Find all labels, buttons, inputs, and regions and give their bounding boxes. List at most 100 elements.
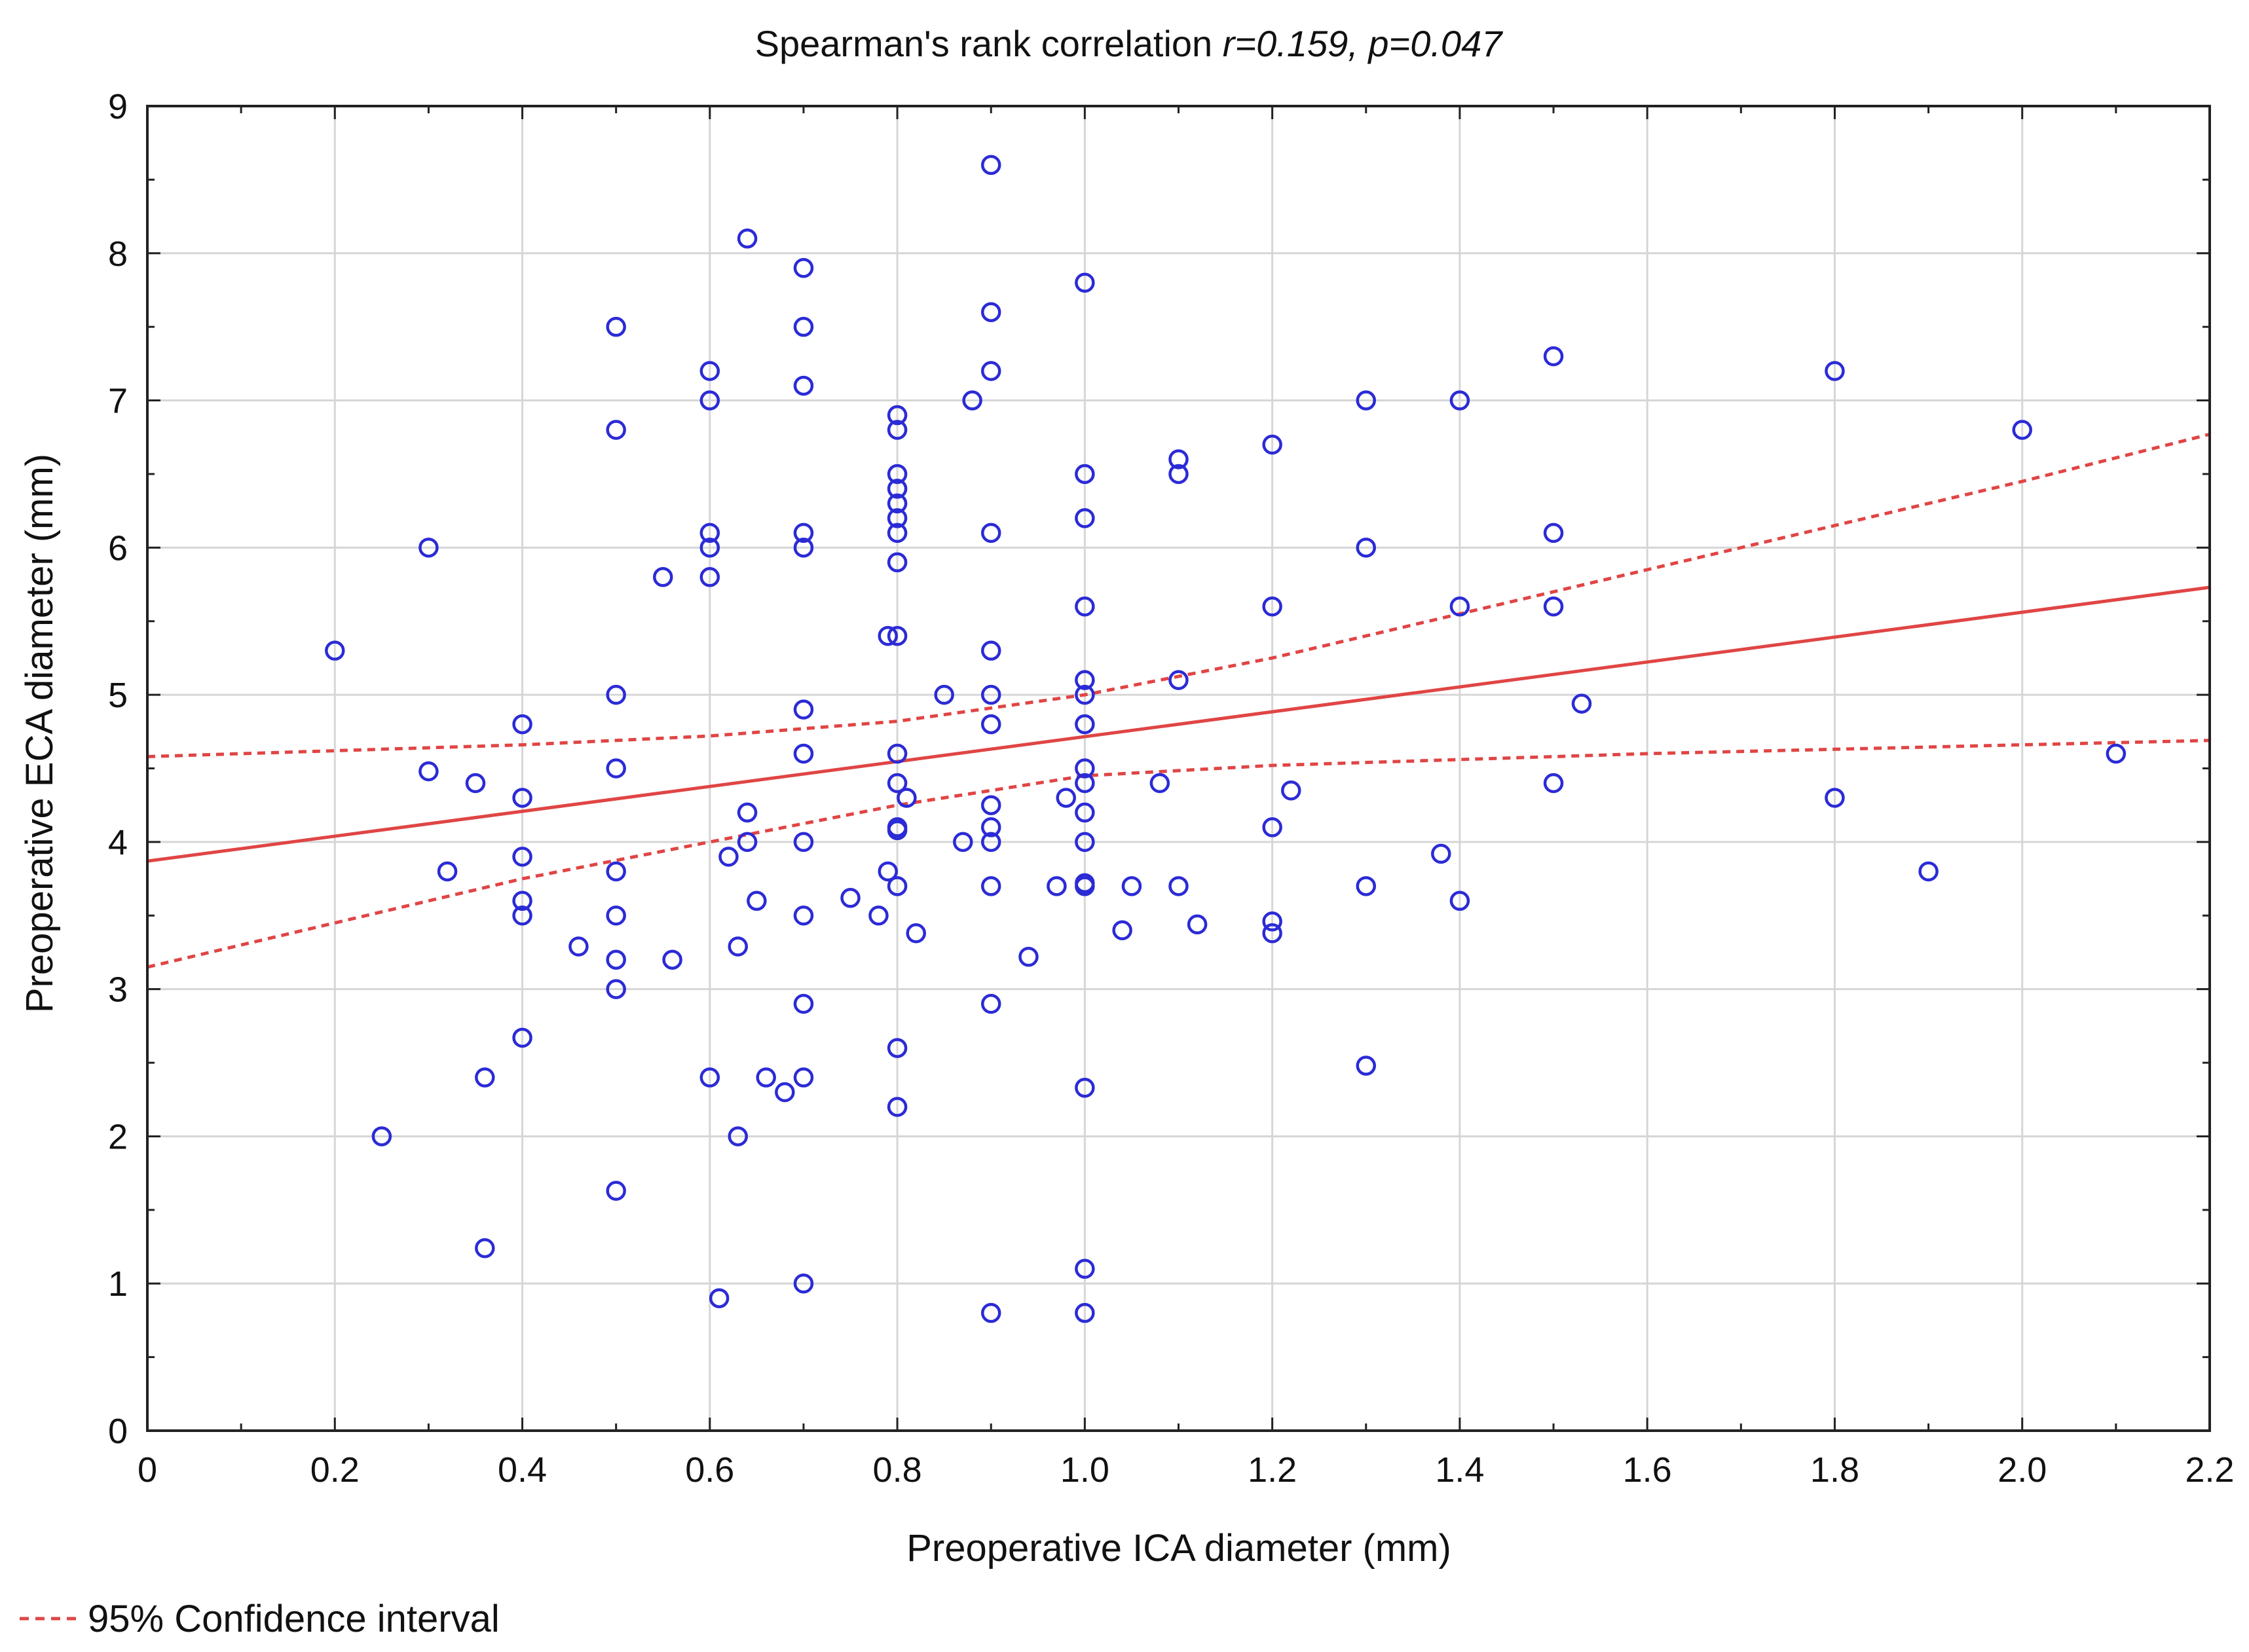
data-point [1356, 876, 1377, 896]
data-point [475, 1238, 495, 1258]
data-point [747, 890, 767, 911]
data-point [793, 699, 814, 720]
data-point [1825, 361, 1845, 381]
data-point [1075, 1078, 1095, 1098]
data-point [887, 1038, 908, 1058]
y-tick-label: 2 [108, 1117, 128, 1156]
data-point [1543, 773, 1564, 794]
data-point [1825, 788, 1845, 808]
data-point [1168, 449, 1189, 469]
y-tick-label: 7 [108, 382, 128, 421]
data-point [728, 936, 749, 957]
axis-ticks [146, 105, 2211, 1432]
data-point [1075, 684, 1095, 705]
x-tick-label: 1.4 [1435, 1450, 1484, 1490]
data-point [980, 876, 1001, 896]
data-point [980, 1302, 1001, 1323]
confidence-interval-lines [147, 432, 2210, 969]
data-point [1543, 346, 1564, 367]
data-point [793, 316, 814, 337]
data-point [1018, 946, 1039, 967]
data-point [1075, 596, 1095, 617]
data-point [1918, 861, 1939, 882]
data-point [934, 684, 954, 705]
data-point [1356, 538, 1377, 558]
data-point [980, 302, 1001, 322]
data-point [606, 1181, 626, 1201]
data-point [793, 538, 814, 558]
data-point [699, 390, 720, 411]
x-tick-label: 0.8 [873, 1450, 922, 1490]
data-point [1449, 390, 1470, 411]
data-point [775, 1082, 795, 1103]
data-point [840, 888, 861, 908]
x-tick-label: 0.2 [310, 1450, 360, 1490]
data-point [980, 795, 1001, 815]
data-point [793, 375, 814, 396]
data-point [1075, 714, 1095, 735]
data-point [512, 714, 532, 735]
y-tick-label: 0 [108, 1412, 128, 1451]
data-point [1281, 780, 1301, 801]
x-tick-label: 2.0 [1998, 1450, 2047, 1490]
data-point [662, 949, 682, 970]
data-point [887, 820, 908, 841]
data-point [737, 229, 758, 249]
data-point [980, 361, 1001, 381]
data-point [1075, 1302, 1095, 1323]
legend: 95% Confidence interval [20, 1598, 500, 1640]
data-point [887, 420, 908, 440]
data-point [980, 993, 1001, 1014]
data-points [325, 155, 2127, 1323]
data-point [1168, 670, 1189, 690]
data-point [980, 523, 1001, 543]
data-point [1187, 914, 1208, 935]
x-tick-label: 1.2 [1248, 1450, 1297, 1490]
data-point [1262, 911, 1282, 932]
data-point [1075, 670, 1095, 690]
chart-title: Spearman's rank correlation r=0.159, p=0… [755, 23, 1504, 64]
data-point [793, 832, 814, 853]
data-point [1449, 596, 1470, 617]
data-point [1112, 920, 1132, 941]
data-point [953, 832, 973, 853]
data-point [980, 832, 1001, 853]
data-point [980, 714, 1001, 735]
data-point [756, 1067, 776, 1088]
data-point [2012, 420, 2032, 440]
data-point [1121, 876, 1142, 896]
data-point [980, 155, 1001, 175]
data-point [887, 743, 908, 764]
data-point [980, 817, 1001, 837]
data-point [1543, 523, 1564, 543]
x-tick-label: 0 [138, 1450, 157, 1490]
y-tick-label: 6 [108, 528, 128, 568]
data-point [1047, 876, 1067, 896]
data-point [699, 1067, 720, 1088]
data-point [728, 1126, 749, 1147]
data-point [793, 906, 814, 926]
data-point [737, 802, 758, 823]
y-tick-label: 1 [108, 1264, 128, 1304]
data-point [1075, 758, 1095, 779]
data-point [606, 758, 626, 779]
data-point [568, 936, 589, 957]
data-point [606, 420, 626, 440]
y-tick-label: 5 [108, 676, 128, 715]
data-point [606, 906, 626, 926]
ci-upper-line [147, 432, 2210, 759]
data-point [887, 479, 908, 499]
data-point [718, 847, 739, 867]
data-point [512, 788, 532, 808]
x-tick-label: 1.6 [1623, 1450, 1672, 1490]
data-point [418, 761, 439, 782]
data-point [887, 552, 908, 573]
data-point [737, 832, 758, 853]
x-tick-labels: 0 0.2 0.4 0.6 0.8 1.0 1.2 1.4 1.6 1.8 2.0 2.2 [138, 1450, 2235, 1490]
chart-title-prefix: Spearman's rank correlation [755, 23, 1223, 64]
regression-line-group [147, 585, 2210, 863]
data-point [699, 567, 720, 587]
data-point [699, 523, 720, 543]
grid-lines [147, 106, 2210, 1431]
